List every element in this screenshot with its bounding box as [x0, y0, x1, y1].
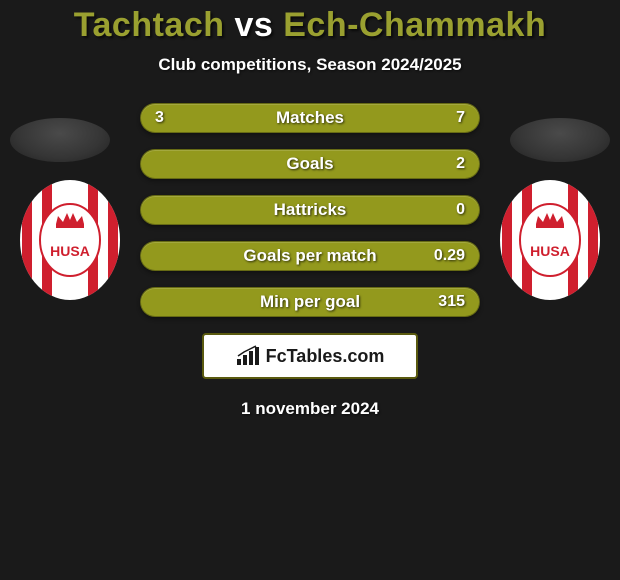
- chart-icon: [236, 345, 262, 367]
- infographic-root: Tachtach vs Ech-Chammakh Club competitio…: [0, 0, 620, 580]
- stat-row: Min per goal 315: [140, 287, 480, 317]
- player2-name: Ech-Chammakh: [283, 6, 546, 44]
- page-title: Tachtach vs Ech-Chammakh: [0, 6, 620, 45]
- stat-right-value: 315: [438, 293, 465, 311]
- stat-label: Goals: [286, 154, 333, 174]
- stat-label: Min per goal: [260, 292, 360, 312]
- svg-text:HUSA: HUSA: [50, 243, 90, 259]
- stat-right-value: 7: [456, 109, 465, 127]
- stat-label: Goals per match: [243, 246, 376, 266]
- brand-text: FcTables.com: [266, 346, 385, 367]
- date: 1 november 2024: [0, 399, 620, 419]
- stat-right-value: 0.29: [434, 247, 465, 265]
- stat-label: Hattricks: [274, 200, 347, 220]
- club-emblem-right: HUSA: [500, 180, 600, 300]
- player1-badge: [10, 118, 110, 162]
- club-emblem-left: HUSA: [20, 180, 120, 300]
- stats-table: 3 Matches 7 Goals 2 Hattricks 0 Goals pe…: [140, 103, 480, 317]
- player2-badge: [510, 118, 610, 162]
- stat-right-value: 0: [456, 201, 465, 219]
- stat-row: Goals 2: [140, 149, 480, 179]
- vs-text: vs: [234, 6, 273, 44]
- brand-box: FcTables.com: [202, 333, 418, 379]
- stat-row: Goals per match 0.29: [140, 241, 480, 271]
- stat-right-value: 2: [456, 155, 465, 173]
- stat-label: Matches: [276, 108, 344, 128]
- subtitle: Club competitions, Season 2024/2025: [0, 55, 620, 75]
- stat-left-value: 3: [155, 109, 164, 127]
- player1-name: Tachtach: [74, 6, 225, 44]
- stat-row: 3 Matches 7: [140, 103, 480, 133]
- svg-text:HUSA: HUSA: [530, 243, 570, 259]
- stat-row: Hattricks 0: [140, 195, 480, 225]
